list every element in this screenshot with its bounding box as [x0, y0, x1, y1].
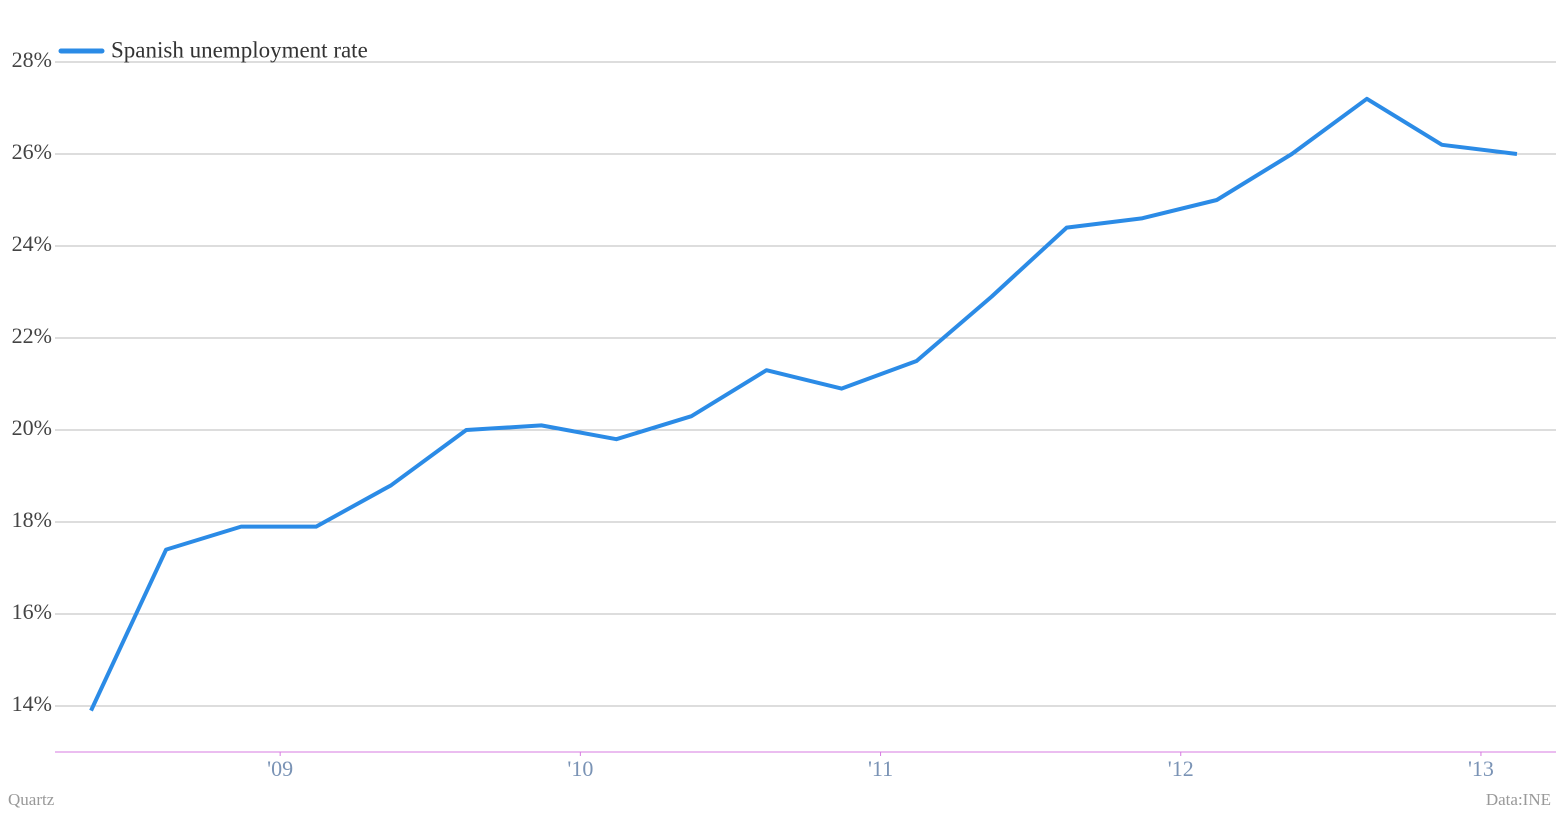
x-tick-label: '09 [267, 756, 293, 781]
y-tick-label: 14% [12, 691, 52, 716]
y-tick-label: 26% [12, 139, 52, 164]
y-tick-label: 22% [12, 323, 52, 348]
x-tick-label: '11 [868, 756, 893, 781]
y-tick-label: 16% [12, 599, 52, 624]
y-tick-label: 28% [12, 47, 52, 72]
y-tick-label: 24% [12, 231, 52, 256]
legend-label: Spanish unemployment rate [111, 37, 368, 62]
y-tick-label: 20% [12, 415, 52, 440]
source: Data:INE [1486, 790, 1551, 809]
x-tick-label: '12 [1168, 756, 1194, 781]
credit: Quartz [8, 790, 55, 809]
y-tick-label: 18% [12, 507, 52, 532]
x-tick-label: '10 [567, 756, 593, 781]
x-tick-label: '13 [1468, 756, 1494, 781]
line [89, 96, 1518, 712]
